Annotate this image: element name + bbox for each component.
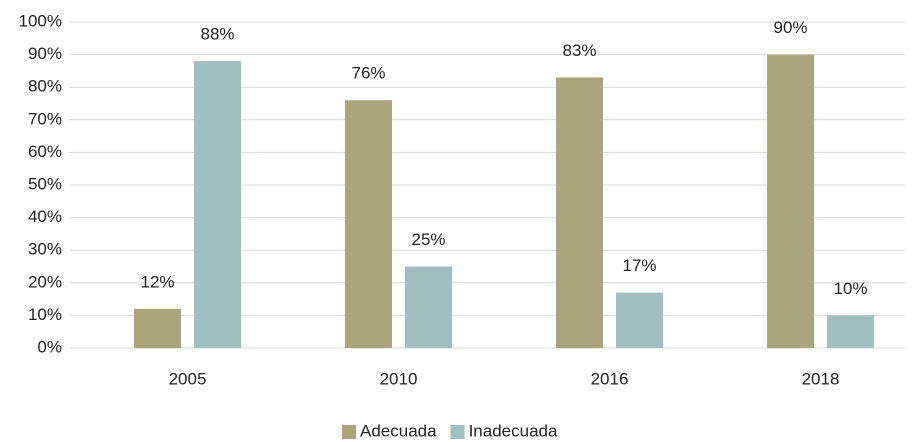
bar	[827, 315, 874, 348]
bar	[616, 292, 663, 348]
y-tick-label: 0%	[37, 337, 62, 356]
bar	[134, 308, 181, 348]
y-tick-label: 40%	[28, 207, 62, 226]
y-tick-label: 10%	[28, 305, 62, 324]
y-tick-label: 100%	[19, 11, 62, 30]
x-tick-label: 2010	[380, 369, 418, 388]
data-label: 12%	[140, 272, 174, 291]
y-tick-label: 20%	[28, 272, 62, 291]
data-label: 88%	[200, 25, 234, 44]
bar	[194, 61, 241, 349]
y-tick-label: 80%	[28, 77, 62, 96]
x-tick-label: 2016	[591, 369, 629, 388]
bar	[345, 100, 392, 349]
data-label: 90%	[773, 18, 807, 37]
data-label: 10%	[833, 279, 867, 298]
data-label: 25%	[411, 230, 445, 249]
y-tick-label: 70%	[28, 109, 62, 128]
data-label: 83%	[562, 41, 596, 60]
x-tick-label: 2018	[802, 369, 840, 388]
legend-label: Adecuada	[360, 421, 437, 440]
y-tick-label: 30%	[28, 240, 62, 259]
y-tick-label: 60%	[28, 142, 62, 161]
bar	[767, 54, 814, 348]
data-label: 76%	[351, 64, 385, 83]
legend-label: Inadecuada	[469, 421, 558, 440]
legend-swatch	[450, 425, 465, 439]
bar	[556, 77, 603, 349]
x-tick-label: 2005	[169, 369, 207, 388]
y-tick-label: 90%	[28, 44, 62, 63]
data-label: 17%	[622, 256, 656, 275]
legend-swatch	[342, 425, 356, 439]
y-tick-label: 50%	[28, 174, 62, 193]
bar	[405, 266, 452, 348]
